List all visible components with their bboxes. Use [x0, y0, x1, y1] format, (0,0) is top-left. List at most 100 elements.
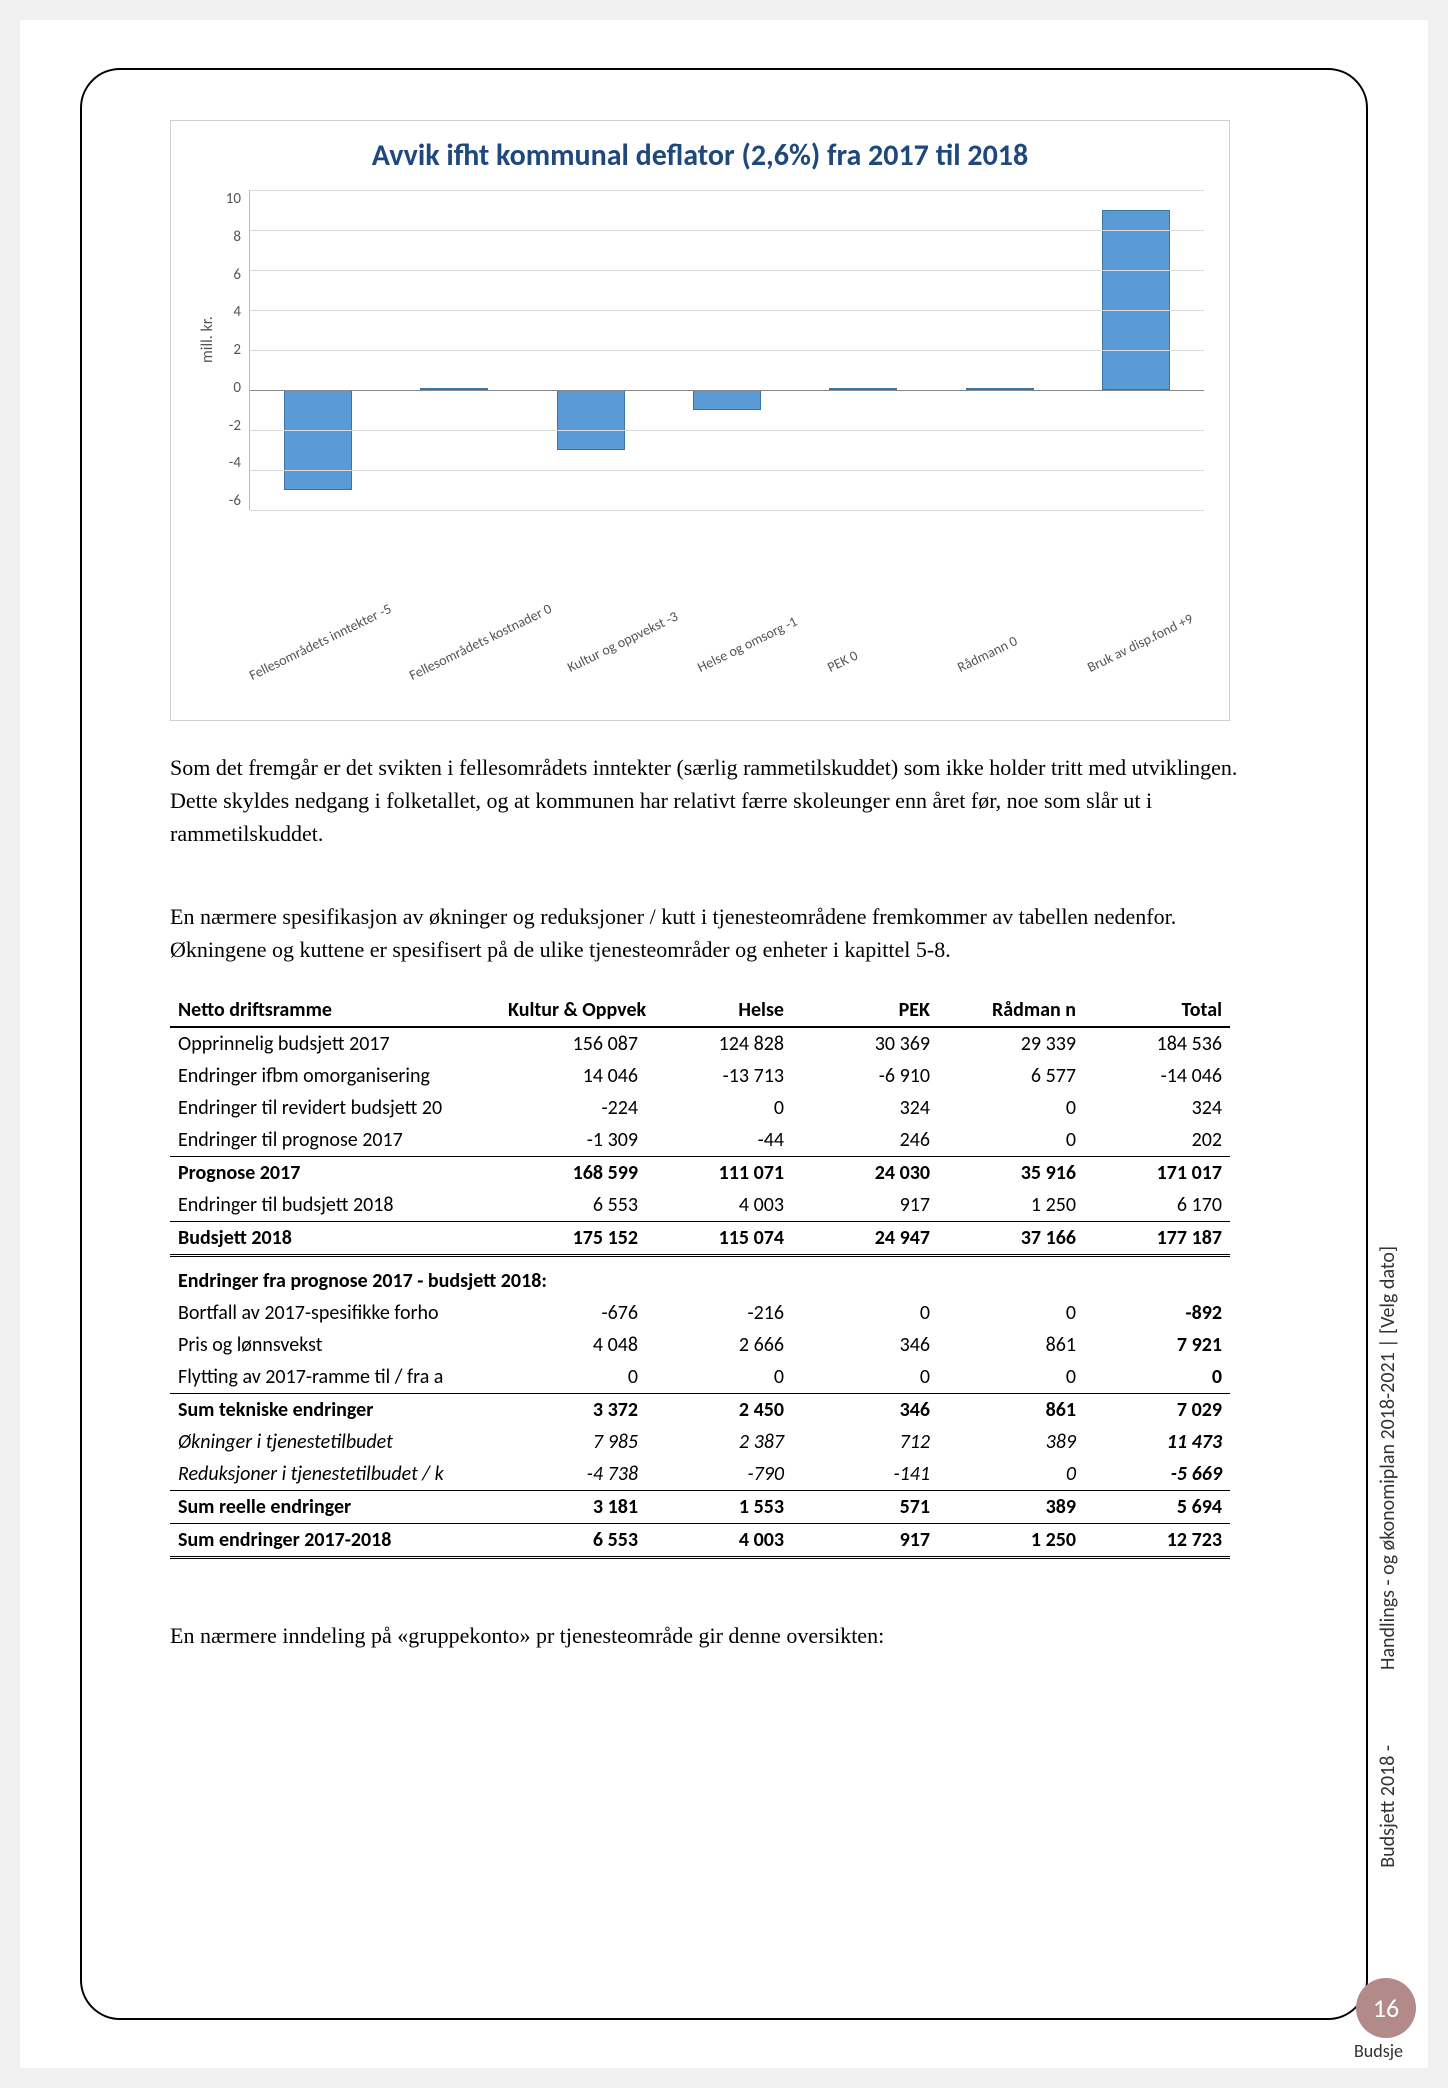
table-row: Sum endringer 2017-20186 5534 0039171 25… — [170, 1524, 1230, 1558]
plot-area — [249, 190, 1204, 510]
table-cell: 917 — [792, 1189, 938, 1222]
table-row: Pris og lønnsvekst4 0482 6663468617 921 — [170, 1329, 1230, 1361]
table-cell: 324 — [1084, 1092, 1230, 1124]
th-radmann: Rådman n — [938, 994, 1084, 1027]
page: Avvik ifht kommunal deflator (2,6%) fra … — [20, 20, 1428, 2068]
table-cell: 0 — [792, 1297, 938, 1329]
table-cell: 346 — [792, 1394, 938, 1427]
table-cell: 861 — [938, 1329, 1084, 1361]
content-area: Avvik ifht kommunal deflator (2,6%) fra … — [110, 80, 1338, 1988]
table-row: Endringer ifbm omorganisering14 046-13 7… — [170, 1060, 1230, 1092]
table-cell: 202 — [1084, 1124, 1230, 1157]
table-cell: 24 947 — [792, 1222, 938, 1256]
y-tick: -4 — [219, 454, 241, 472]
table-cell: 168 599 — [500, 1157, 646, 1190]
table-cell: -5 669 — [1084, 1458, 1230, 1491]
table-cell: 29 339 — [938, 1027, 1084, 1060]
table-cell: Bortfall av 2017-spesifikke forho — [170, 1297, 500, 1329]
table-cell: 4 003 — [646, 1189, 792, 1222]
table-cell: 712 — [792, 1426, 938, 1458]
bar — [284, 390, 352, 490]
gridline — [250, 350, 1204, 351]
table-cell: 6 553 — [500, 1189, 646, 1222]
table-cell: Opprinnelig budsjett 2017 — [170, 1027, 500, 1060]
table-cell: 324 — [792, 1092, 938, 1124]
table-cell: Pris og lønnsvekst — [170, 1329, 500, 1361]
table-cell: 11 473 — [1084, 1426, 1230, 1458]
table-row: Reduksjoner i tjenestetilbudet / k-4 738… — [170, 1458, 1230, 1491]
table-row: Sum reelle endringer3 1811 5535713895 69… — [170, 1491, 1230, 1524]
table-row: Endringer til revidert budsjett 20-22403… — [170, 1092, 1230, 1124]
x-label: Bruk av disp.fond +9 — [1073, 589, 1234, 736]
table-cell: Endringer fra prognose 2017 - budsjett 2… — [170, 1265, 1230, 1297]
table-row: Endringer til budsjett 20186 5534 003917… — [170, 1189, 1230, 1222]
page-number: 16 — [1373, 1992, 1399, 2024]
table-cell: 0 — [938, 1092, 1084, 1124]
table-cell: 2 387 — [646, 1426, 792, 1458]
table-cell: 12 723 — [1084, 1524, 1230, 1558]
th-kultur: Kultur & Oppvekst — [500, 994, 646, 1027]
table-row: Bortfall av 2017-spesifikke forho-676-21… — [170, 1297, 1230, 1329]
table-cell: 1 250 — [938, 1524, 1084, 1558]
table-cell: -6 910 — [792, 1060, 938, 1092]
paragraph-1: Som det fremgår er det svikten i felleso… — [170, 751, 1278, 850]
table-cell: Sum tekniske endringer — [170, 1394, 500, 1427]
table-row: Sum tekniske endringer3 3722 4503468617 … — [170, 1394, 1230, 1427]
y-ticks: 1086420-2-4-6 — [219, 190, 249, 510]
table-cell: Sum reelle endringer — [170, 1491, 500, 1524]
gridline — [250, 430, 1204, 431]
x-label: PEK 0 — [813, 589, 974, 736]
table-cell: 0 — [646, 1092, 792, 1124]
table-header-row: Netto driftsramme Kultur & Oppvekst Hels… — [170, 994, 1230, 1027]
table-cell: Endringer ifbm omorganisering — [170, 1060, 500, 1092]
table-cell: 5 694 — [1084, 1491, 1230, 1524]
y-tick: 4 — [219, 303, 241, 321]
table-cell: 6 553 — [500, 1524, 646, 1558]
y-tick: 0 — [219, 379, 241, 397]
gridline — [250, 230, 1204, 231]
table-cell: -790 — [646, 1458, 792, 1491]
table-cell: 389 — [938, 1426, 1084, 1458]
table-cell: 1 250 — [938, 1189, 1084, 1222]
bar — [1102, 210, 1170, 390]
table-cell: -13 713 — [646, 1060, 792, 1092]
table-cell: 0 — [792, 1361, 938, 1394]
chart-body: mill. kr. 1086420-2-4-6 — [196, 190, 1204, 610]
side-text-2: Budsjett 2018 - — [1376, 1745, 1400, 1868]
paragraph-3: En nærmere inndeling på «gruppekonto» pr… — [170, 1619, 1278, 1652]
budget-table: Netto driftsramme Kultur & Oppvekst Hels… — [170, 994, 1230, 1559]
table-cell: 4 003 — [646, 1524, 792, 1558]
table-cell: 2 666 — [646, 1329, 792, 1361]
page-number-badge: 16 — [1356, 1978, 1416, 2038]
th-label: Netto driftsramme — [170, 994, 500, 1027]
table-row: Økninger i tjenestetilbudet7 9852 387712… — [170, 1426, 1230, 1458]
chart-title: Avvik ifht kommunal deflator (2,6%) fra … — [196, 136, 1204, 175]
table-row — [170, 1256, 1230, 1266]
table-cell: -216 — [646, 1297, 792, 1329]
table-cell: 14 046 — [500, 1060, 646, 1092]
table-cell: 7 029 — [1084, 1394, 1230, 1427]
table-cell: 0 — [646, 1361, 792, 1394]
y-tick: 10 — [219, 190, 241, 208]
table-cell: 175 152 — [500, 1222, 646, 1256]
table-cell: 571 — [792, 1491, 938, 1524]
table-cell — [1084, 1256, 1230, 1266]
table-cell: 7 921 — [1084, 1329, 1230, 1361]
table-cell: -44 — [646, 1124, 792, 1157]
th-helse: Helse — [646, 994, 792, 1027]
table-cell: 0 — [938, 1297, 1084, 1329]
table-cell: 3 181 — [500, 1491, 646, 1524]
table-cell: 4 048 — [500, 1329, 646, 1361]
bar — [557, 390, 625, 450]
x-label: Kultur og oppvekst -3 — [553, 589, 714, 736]
table-cell: 3 372 — [500, 1394, 646, 1427]
table-cell — [646, 1256, 792, 1266]
table-cell: Flytting av 2017-ramme til / fra a — [170, 1361, 500, 1394]
table-cell: Økninger i tjenestetilbudet — [170, 1426, 500, 1458]
gridline — [250, 470, 1204, 471]
x-label: Rådmann 0 — [943, 589, 1104, 736]
table-row: Endringer til prognose 2017-1 309-442460… — [170, 1124, 1230, 1157]
table-row: Prognose 2017168 599111 07124 03035 9161… — [170, 1157, 1230, 1190]
th-total: Total — [1084, 994, 1230, 1027]
x-label: Helse og omsorg -1 — [683, 589, 844, 736]
